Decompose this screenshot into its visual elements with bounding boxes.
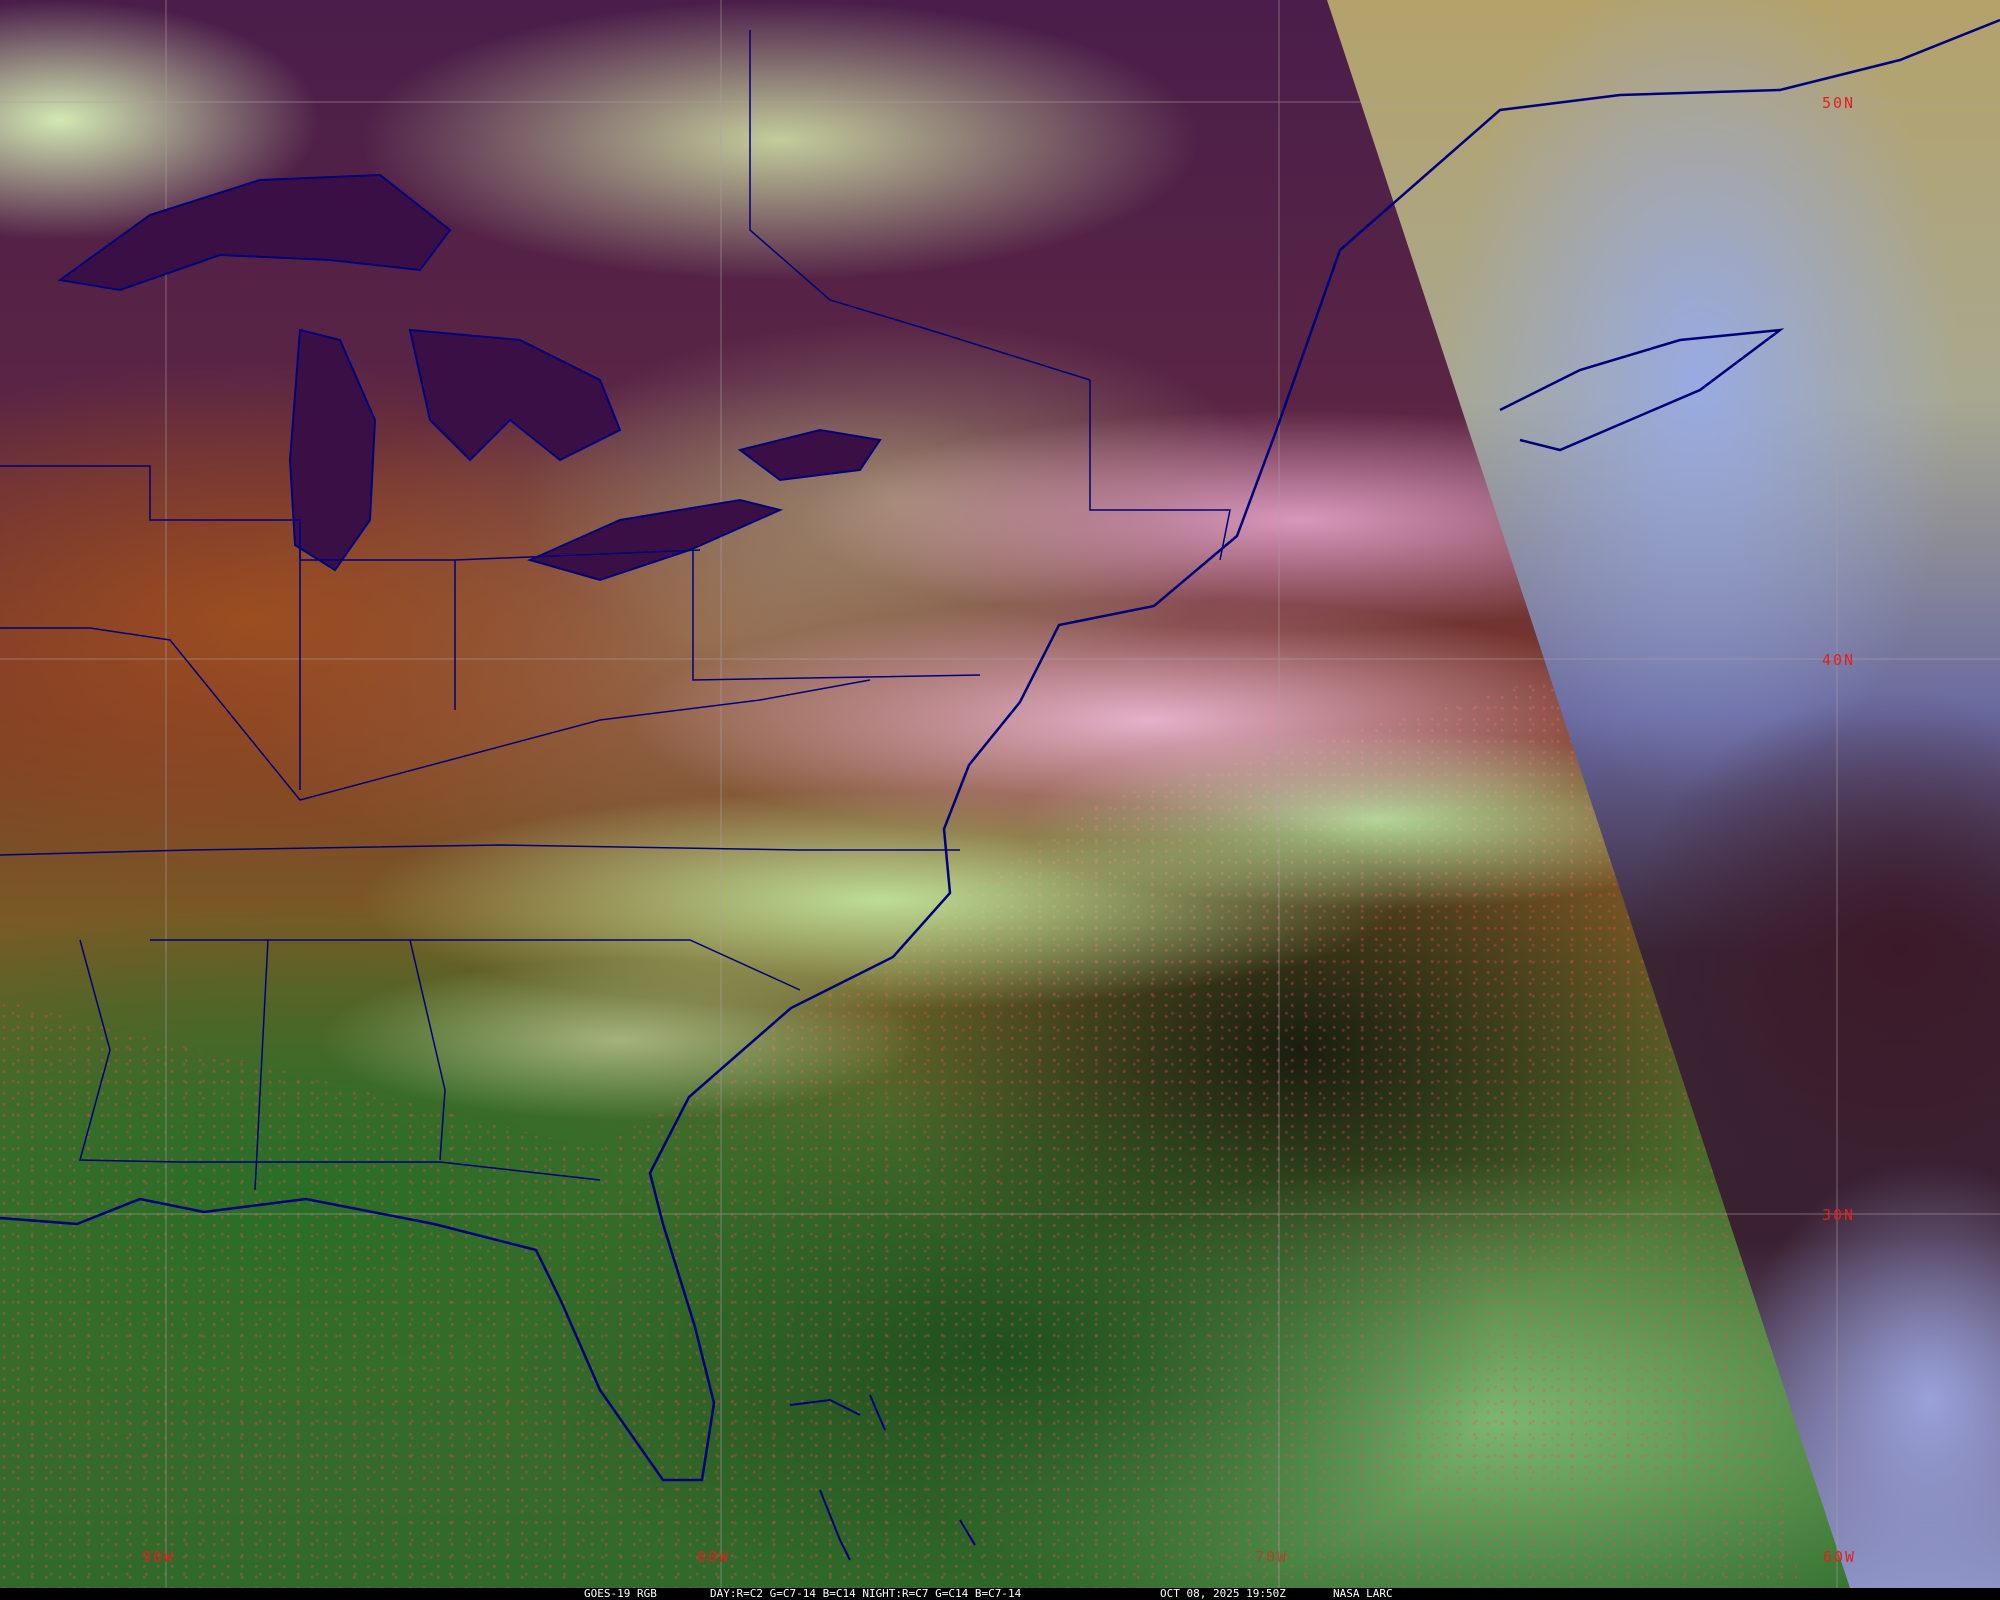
lake-erie — [527, 498, 784, 582]
latitude-label-30n: 30N — [1822, 1206, 1856, 1224]
caption-product: GOES-19 RGB — [584, 1587, 657, 1600]
caribbean-islands — [789, 1394, 976, 1561]
island-outline — [869, 1394, 886, 1431]
east-coast-boundary — [0, 179, 1421, 1482]
caption-recipe: DAY:R=C2 G=C7-14 B=C14 NIGHT:R=C7 G=C14 … — [710, 1587, 1022, 1600]
image-caption-bar: GOES-19 RGB DAY:R=C2 G=C7-14 B=C14 NIGHT… — [0, 1588, 2000, 1600]
border-line — [254, 939, 269, 1191]
nova-scotia-boundary — [1499, 328, 1785, 452]
island-outline — [959, 1519, 976, 1546]
border-line — [79, 939, 601, 1181]
border-line — [1089, 380, 1231, 561]
coastline — [0, 18, 2000, 1482]
island-outline — [789, 1398, 861, 1416]
lake-michigan — [288, 328, 377, 572]
caption-credit: NASA LARC — [1333, 1587, 1393, 1600]
great-lakes — [57, 173, 882, 582]
border-line — [749, 30, 1091, 381]
border-line — [409, 939, 446, 1161]
longitude-label-70w: 70W — [1255, 1548, 1289, 1566]
latitude-label-50n: 50N — [1822, 94, 1856, 112]
island-outline — [819, 1489, 851, 1561]
lake-ontario — [737, 428, 882, 482]
caption-timestamp: OCT 08, 2025 19:50Z — [1160, 1587, 1286, 1600]
canada-coast-boundary — [1419, 18, 2000, 181]
latitude-label-40n: 40N — [1822, 651, 1856, 669]
border-line — [0, 844, 960, 856]
longitude-label-80w: 80W — [697, 1548, 731, 1566]
longitude-label-90w: 90W — [142, 1548, 176, 1566]
border-line — [692, 550, 981, 681]
state-borders — [0, 30, 1231, 1191]
longitude-label-60w: 60W — [1823, 1548, 1857, 1566]
border-line — [0, 627, 871, 801]
lake-superior — [57, 173, 452, 292]
lake-huron — [408, 328, 622, 462]
border-line — [150, 939, 801, 991]
